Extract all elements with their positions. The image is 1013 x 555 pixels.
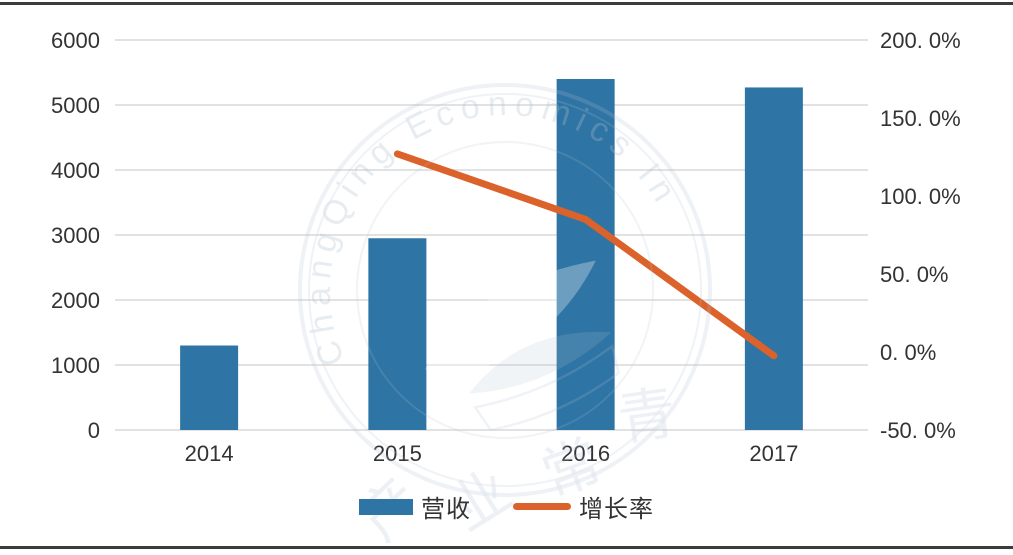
right-axis-tick-label: -50. 0% bbox=[880, 418, 956, 443]
growth-line-swatch bbox=[513, 503, 571, 510]
left-axis-tick-label: 3000 bbox=[51, 223, 100, 248]
x-axis-category-label: 2016 bbox=[561, 441, 610, 466]
revenue-bar bbox=[744, 87, 803, 430]
left-axis-tick-label: 0 bbox=[88, 418, 100, 443]
revenue-bar bbox=[556, 79, 615, 430]
x-axis-category-label: 2014 bbox=[185, 441, 234, 466]
right-axis-tick-label: 0. 0% bbox=[880, 340, 936, 365]
left-axis-tick-label: 1000 bbox=[51, 353, 100, 378]
legend-item-growth: 增长率 bbox=[513, 489, 654, 524]
legend-label-revenue: 营收 bbox=[421, 496, 471, 523]
left-axis-tick-label: 6000 bbox=[51, 28, 100, 53]
right-axis-tick-label: 150. 0% bbox=[880, 106, 961, 131]
right-axis-tick-label: 200. 0% bbox=[880, 28, 961, 53]
left-axis-tick-label: 5000 bbox=[51, 93, 100, 118]
legend-label-growth: 增长率 bbox=[579, 496, 654, 523]
right-axis-tick-label: 100. 0% bbox=[880, 184, 961, 209]
growth-rate-line bbox=[393, 150, 778, 360]
left-axis-tick-label: 2000 bbox=[51, 288, 100, 313]
right-axis-tick-label: 50. 0% bbox=[880, 262, 949, 287]
watermark-cn-char: 青 bbox=[614, 380, 680, 452]
top-border-rule bbox=[0, 2, 1013, 5]
legend-item-revenue: 营收 bbox=[359, 489, 471, 524]
bottom-border-rule bbox=[0, 546, 1013, 549]
left-axis-tick-label: 4000 bbox=[51, 158, 100, 183]
revenue-bar bbox=[368, 238, 427, 430]
x-axis-category-label: 2015 bbox=[373, 441, 422, 466]
chart-legend: 营收 增长率 bbox=[0, 489, 1013, 524]
x-axis-category-label: 2017 bbox=[749, 441, 798, 466]
revenue-bar-swatch bbox=[359, 498, 413, 515]
revenue-bar bbox=[180, 345, 239, 430]
